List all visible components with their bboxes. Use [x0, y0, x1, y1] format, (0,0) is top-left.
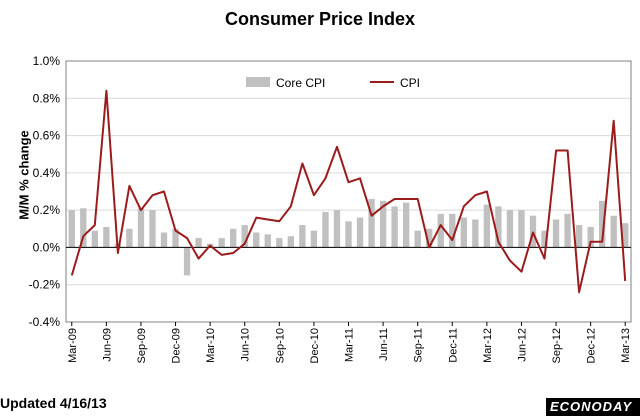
core-cpi-bar [276, 238, 283, 248]
core-cpi-bar [137, 208, 145, 248]
x-tick-label: Jun-12 [516, 328, 528, 362]
x-tick-label: Sep-11 [413, 328, 425, 363]
core-cpi-bar [195, 238, 202, 248]
core-cpi-bar [333, 210, 341, 248]
y-tick-label: 0.2% [33, 203, 61, 217]
core-cpi-bar [587, 226, 594, 248]
x-tick-label: Sep-09 [136, 328, 148, 363]
y-tick-label: -0.2% [29, 278, 61, 292]
x-tick-label: Mar-12 [482, 328, 494, 363]
cpi-line [70, 89, 627, 294]
core-cpi-bar [610, 215, 617, 248]
core-cpi-bar [230, 228, 237, 248]
chart-title: Consumer Price Index [224, 9, 416, 29]
core-cpi-bar [287, 236, 295, 248]
x-tick-label: Dec-09 [171, 328, 183, 363]
updated-date-label: Updated 4/16/13 [0, 395, 107, 411]
core-cpi-bar [218, 238, 225, 248]
legend-swatch-core-cpi [246, 77, 270, 87]
core-cpi-bar [449, 213, 456, 248]
core-cpi-bar [518, 210, 525, 248]
core-cpi-bar [483, 204, 491, 248]
plot-frame [65, 60, 632, 323]
y-tick-label: 0.0% [33, 240, 61, 254]
x-tick-label: Jun-10 [240, 328, 252, 362]
core-cpi-bar [622, 223, 629, 248]
x-tick-label: Mar-11 [344, 328, 356, 362]
core-cpi-bar [460, 217, 467, 248]
econoday-logo: ECONODAY [546, 398, 640, 416]
legend-label-core-cpi: Core CPI [276, 76, 325, 90]
core-cpi-bar [414, 230, 421, 248]
core-cpi-bar [310, 230, 318, 248]
core-cpi-bar [126, 228, 133, 248]
core-cpi-bar [68, 210, 75, 248]
core-cpi-bar [264, 234, 271, 248]
core-cpi-bar [103, 226, 110, 248]
core-cpi-bar [506, 210, 514, 248]
x-tick-label: Mar-10 [205, 328, 217, 363]
core-cpi-bar [379, 200, 387, 248]
x-tick-label: Dec-11 [447, 328, 459, 363]
y-tick-label: -0.4% [29, 315, 61, 329]
y-tick-label: 1.0% [33, 54, 61, 68]
core-cpi-bar [160, 232, 168, 248]
core-cpi-bar [253, 232, 260, 248]
y-tick-label: 0.8% [33, 91, 61, 105]
y-tick-label: 0.4% [33, 166, 61, 180]
core-cpi-bar [402, 202, 410, 248]
core-cpi-bar [241, 225, 248, 248]
core-cpi-bar [437, 213, 444, 248]
core-cpi-bar [541, 230, 548, 248]
x-tick-label: Mar-09 [67, 328, 79, 363]
core-cpi-bar [356, 217, 364, 248]
x-tick-label: Dec-10 [309, 328, 321, 363]
core-cpi-bar [472, 219, 479, 248]
x-tick-label: Sep-12 [551, 328, 563, 363]
core-cpi-bar [80, 208, 87, 248]
x-tick-label: Jun-09 [101, 328, 113, 362]
core-cpi-bar [299, 225, 306, 248]
legend-label-cpi: CPI [400, 76, 420, 90]
core-cpi-bar [183, 247, 191, 276]
core-cpi-bar [599, 200, 606, 248]
core-cpi-bar [564, 213, 571, 248]
x-tick-label: Mar-13 [620, 328, 632, 363]
core-cpi-bar [91, 230, 98, 248]
core-cpi-bar [172, 228, 179, 248]
x-tick-label: Dec-12 [586, 328, 598, 363]
x-tick-label: Jun-11 [378, 328, 390, 361]
core-cpi-bar [575, 225, 583, 248]
core-cpi-bar [495, 206, 502, 248]
x-tick-label: Sep-10 [274, 328, 286, 363]
core-cpi-bar [149, 210, 156, 248]
y-tick-label: 0.6% [33, 129, 61, 143]
core-cpi-bar [426, 228, 433, 248]
core-cpi-bar [552, 219, 560, 248]
core-cpi-bar [391, 206, 398, 248]
core-cpi-bar [322, 212, 329, 248]
core-cpi-bar [345, 221, 352, 248]
core-cpi-bar [368, 198, 375, 248]
